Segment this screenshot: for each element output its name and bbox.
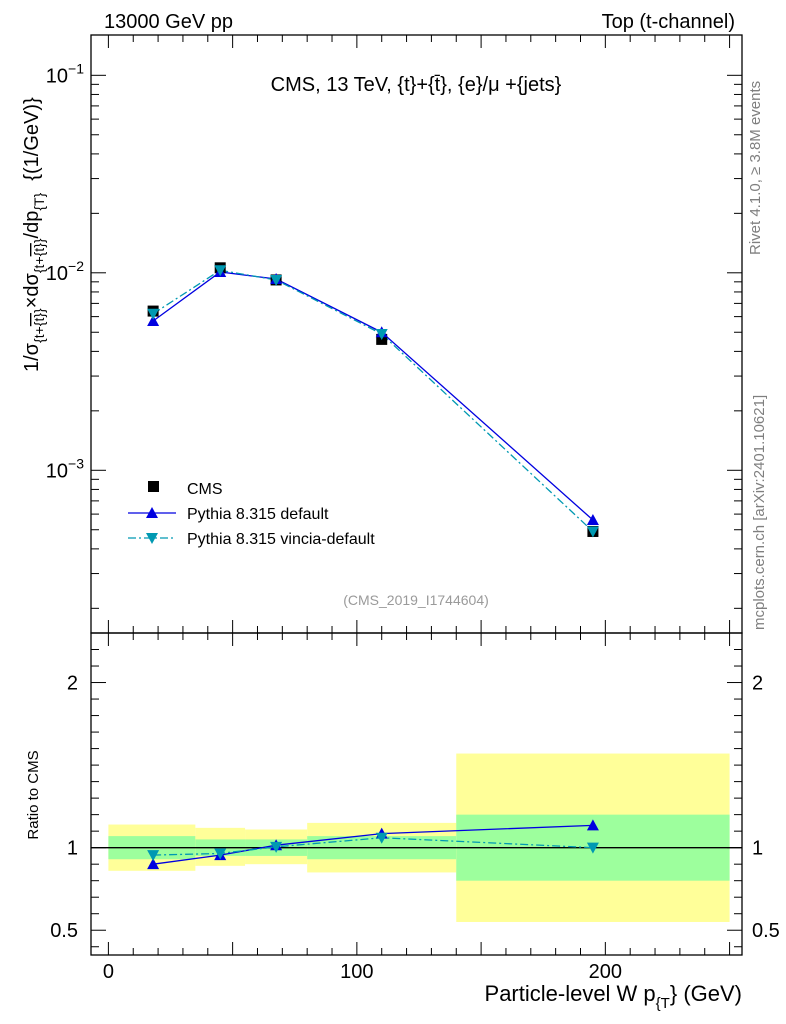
ratio-frame [90,632,743,956]
x-axis-label: Particle-level W p{T} (GeV) [485,981,742,1012]
ratio-panel: 0 100 200 0.5 0.5 1 1 2 2 Ratio to CMS Particle-… [25,632,780,1012]
ratio-point-vincia [214,848,227,860]
ratio-marks: 0 100 200 0.5 0.5 1 1 2 2 [50,632,780,983]
ratio-point-vincia [375,832,388,844]
ratio-y-tick-label-left: 0.5 [50,920,78,942]
main-marks: 10−3 10−2 10−1 [46,34,743,634]
main-point-vincia [214,265,227,277]
legend-vincia-marker [146,533,158,544]
main-y-tick-label: 10−3 [46,455,84,482]
header-right: Top (t-channel) [602,11,735,33]
x-tick-label: 0 [103,961,114,983]
mcplots-label: mcplots.cern.ch [arXiv:2401.10621] [751,395,768,630]
main-point-vincia [375,328,388,340]
legend: CMS Pythia 8.315 default Pythia 8.315 vi… [128,481,375,548]
ratio-point-default [586,819,599,831]
rivet-label: Rivet 4.1.0, ≥ 3.8M events [747,81,764,255]
main-point-default [586,514,599,526]
main-point-vincia [147,308,160,320]
main-ylabel: 1/σ{t+{t}}×dσ{t+{t}}/dp{T}{(1/GeV)} [21,97,47,372]
x-tick-label: 100 [340,961,373,983]
main-point-default [147,315,160,327]
ratio-y-tick-label-right: 2 [752,673,763,695]
main-point-vincia [270,274,283,286]
legend-vincia-label: Pythia 8.315 vincia-default [187,531,375,548]
ratio-ylabel: Ratio to CMS [25,750,42,839]
ratio-point-default [147,858,160,870]
analysis-watermark: (CMS_2019_I1744604) [343,592,489,608]
ratio-point-vincia [270,841,283,853]
x-tick-label: 200 [589,961,622,983]
ratio-y-tick-label-left: 1 [67,838,78,860]
legend-default-label: Pythia 8.315 default [187,506,329,523]
ratio-y-tick-label-right: 0.5 [752,920,780,942]
ratio-point-vincia [586,842,599,854]
main-point-vincia [586,526,599,538]
ratio-point-vincia [147,850,160,862]
main-panel: 10−3 10−2 10−1 CMS, 13 TeV, {t}+{t̄}, {e}/… [21,34,743,634]
legend-default-marker [146,507,158,518]
main-title: CMS, 13 TeV, {t}+{t̄}, {e}/μ +{jets} [271,74,562,96]
ratio-y-tick-label-right: 1 [752,838,763,860]
legend-cms-marker [148,481,159,492]
ratio-y-tick-label-left: 2 [67,673,78,695]
main-line-vincia [152,269,594,532]
legend-cms-label: CMS [187,481,223,498]
main-y-tick-label: 10−1 [46,60,84,87]
header-left: 13000 GeV pp [104,11,233,33]
main-y-tick-label: 10−2 [46,258,84,285]
